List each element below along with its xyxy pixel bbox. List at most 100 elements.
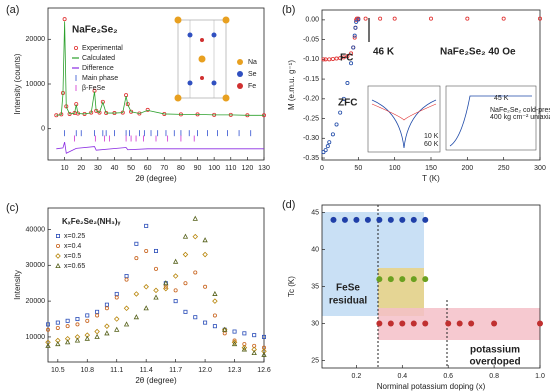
x-axis-label: Norminal potassium doping (x) (377, 382, 486, 391)
point (352, 33, 357, 38)
point (202, 237, 208, 243)
point (222, 326, 228, 332)
crystal-structure (174, 16, 243, 102)
point (46, 327, 51, 332)
legend-label: Calculated (82, 55, 115, 62)
point (104, 302, 109, 307)
y-tick-label: -0.05 (303, 36, 319, 43)
point (55, 325, 60, 330)
annotation: NaFe₂Se₂ (72, 25, 118, 36)
point (537, 320, 543, 327)
x-tick-label: 80 (177, 165, 185, 172)
point (114, 295, 119, 300)
series-line (56, 21, 264, 116)
point (75, 322, 80, 327)
point (251, 349, 257, 356)
y-axis-label: Intensity (13, 270, 22, 300)
x-tick-label: 50 (127, 165, 135, 172)
point (538, 16, 543, 21)
y-tick-label: -0.10 (303, 56, 319, 63)
y-axis-label: M (e.m.u. g⁻¹) (287, 60, 296, 110)
point (241, 344, 248, 351)
point (74, 46, 79, 51)
legend-label: x=0.5 (64, 253, 81, 260)
point (123, 305, 130, 312)
point (143, 305, 149, 311)
point (212, 298, 218, 304)
point (330, 216, 337, 223)
annotation: 10 K (424, 133, 439, 140)
point (422, 276, 429, 283)
annotation: potassium (470, 345, 520, 356)
point (392, 16, 397, 21)
x-tick-label: 0.2 (352, 373, 362, 380)
point (182, 251, 189, 258)
point (173, 299, 178, 304)
annotation: residual (329, 296, 368, 307)
point (145, 107, 150, 112)
annotation: Fe (248, 83, 256, 90)
x-tick-label: 0.6 (443, 373, 453, 380)
y-tick-label: -0.25 (303, 115, 319, 122)
point (399, 216, 406, 223)
y-tick-label: -0.20 (303, 96, 319, 103)
x-axis-label: 2θ (degree) (135, 174, 177, 183)
point (65, 318, 70, 323)
point (399, 276, 406, 283)
x-tick-label: 110 (225, 165, 236, 172)
legend-label: Experimental (82, 45, 123, 52)
point (330, 132, 335, 137)
point (144, 223, 149, 228)
point (153, 287, 159, 294)
point (387, 320, 394, 327)
series-label: FC (340, 53, 353, 64)
x-tick-label: 11.7 (169, 367, 182, 374)
x-tick-label: 12.3 (228, 367, 242, 374)
annotation: 45 K (494, 95, 509, 102)
point (468, 320, 475, 327)
point (97, 110, 102, 115)
point (242, 331, 247, 336)
legend-label: x=0.65 (64, 263, 85, 270)
point (183, 309, 188, 314)
point (410, 320, 417, 327)
x-tick-label: 50 (354, 165, 362, 172)
point (321, 57, 326, 62)
point (65, 324, 70, 329)
point (94, 328, 100, 335)
point (341, 55, 346, 60)
x-tick-label: 0.8 (489, 373, 499, 380)
point (173, 288, 178, 293)
point (378, 16, 383, 21)
y-tick-label: 40 (311, 246, 319, 253)
point (491, 320, 498, 327)
point (84, 335, 90, 341)
point (330, 56, 335, 61)
point (376, 276, 383, 283)
point (193, 315, 198, 320)
x-tick-label: 10 (61, 165, 69, 172)
point (356, 17, 361, 22)
point (321, 150, 326, 155)
point (353, 25, 358, 30)
annotation: NaFe₂Se₂ 40 Oe (440, 47, 516, 58)
point (221, 327, 228, 333)
y-tick-label: 20000 (26, 36, 46, 43)
x-tick-label: 10.5 (51, 367, 65, 374)
point (351, 45, 356, 50)
point (123, 321, 130, 327)
point (104, 330, 110, 336)
point (345, 54, 350, 59)
point (55, 262, 61, 268)
x-tick-label: 1.0 (535, 373, 545, 380)
point (203, 284, 208, 289)
legend-label: β-FeSe (82, 85, 105, 92)
legend-label: Main phase (82, 75, 118, 82)
point (133, 291, 140, 297)
point (327, 57, 332, 62)
y-tick-label: -0.35 (303, 155, 319, 162)
x-tick-label: 12.6 (257, 367, 271, 374)
y-tick-label: 30000 (26, 262, 46, 269)
point (172, 273, 179, 279)
x-tick-label: 100 (389, 165, 401, 172)
